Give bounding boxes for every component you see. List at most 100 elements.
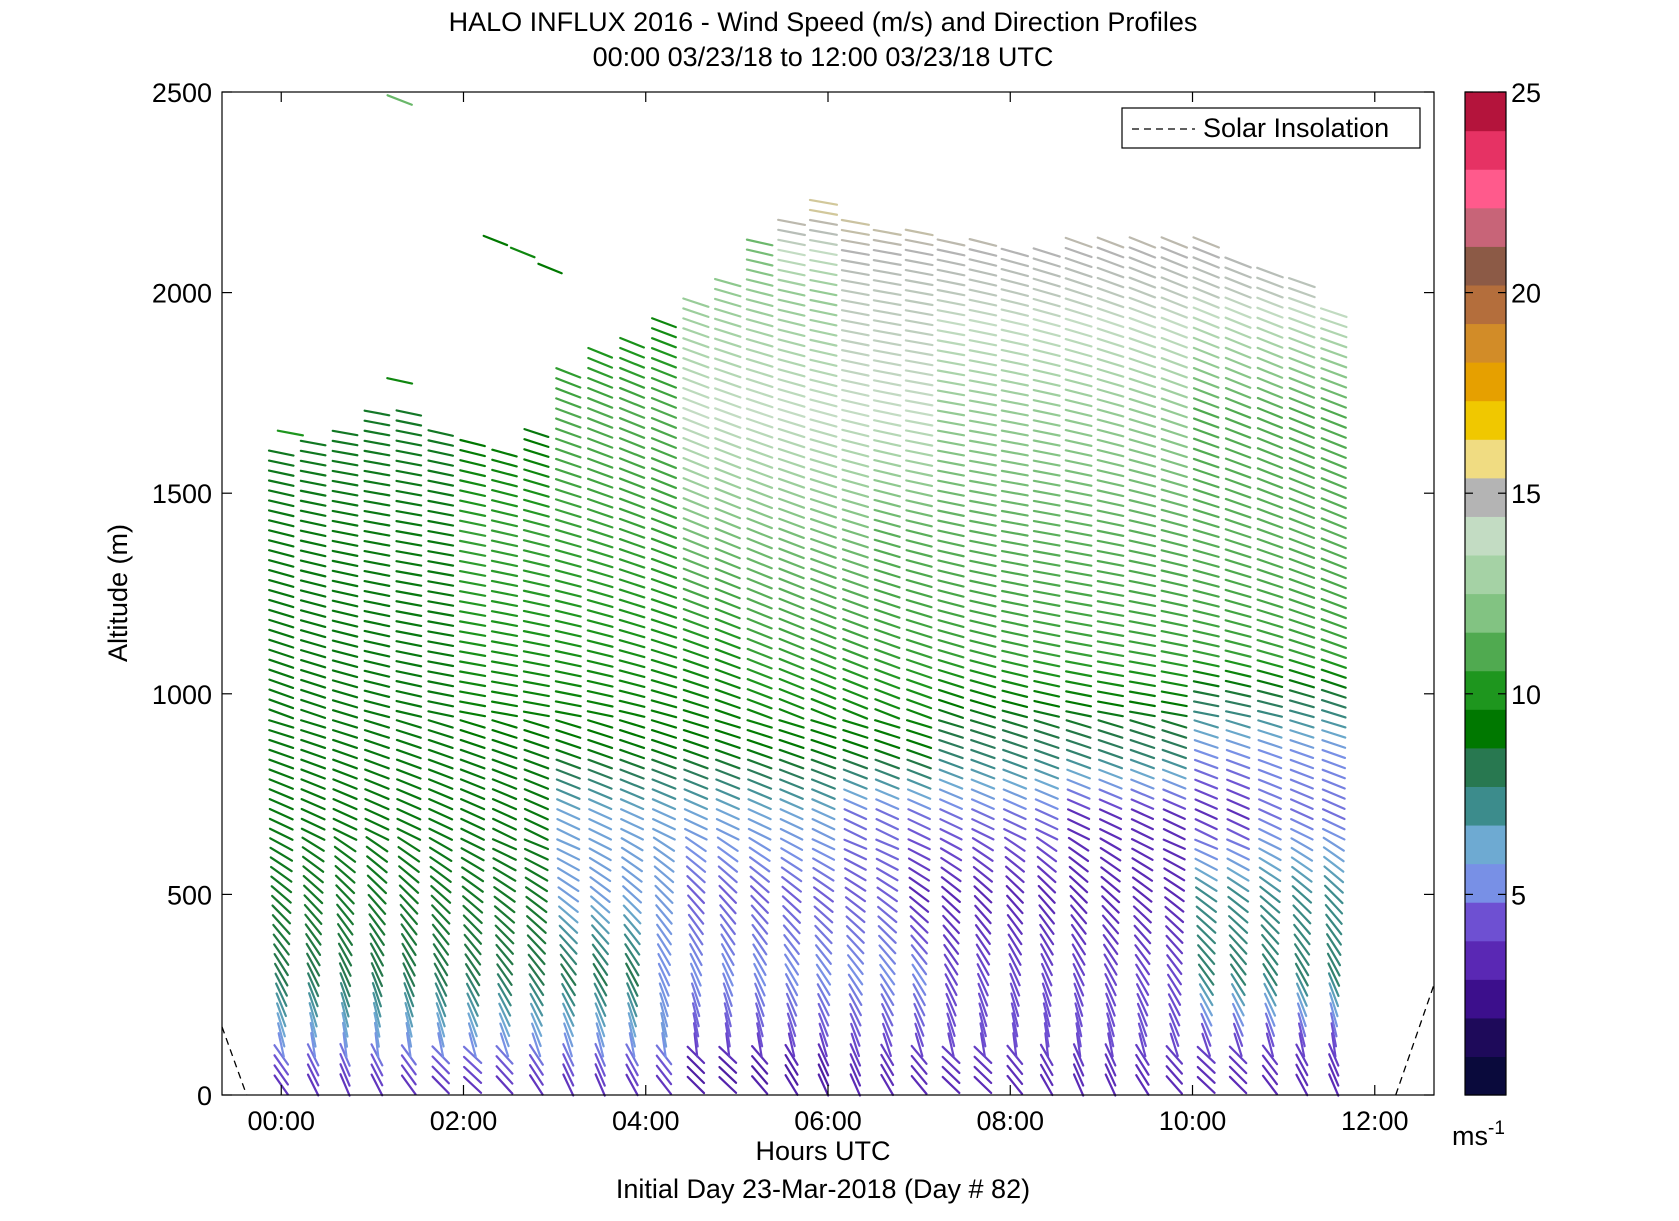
wind-barb xyxy=(936,309,966,317)
wind-barb xyxy=(1256,497,1284,509)
wind-barb xyxy=(427,529,455,537)
wind-barb xyxy=(910,944,928,965)
wind-barb xyxy=(588,817,613,831)
wind-barb xyxy=(1130,788,1155,800)
wind-barb xyxy=(968,268,998,277)
wind-barb xyxy=(1256,437,1284,449)
wind-barb xyxy=(427,738,454,750)
wind-barb xyxy=(1297,1022,1306,1048)
wind-barb xyxy=(363,679,391,688)
wind-barb xyxy=(1034,768,1060,780)
wind-barb xyxy=(1288,628,1316,639)
wind-barb xyxy=(522,529,550,538)
wind-barb xyxy=(745,417,774,429)
wind-barb xyxy=(844,867,867,882)
colorbar-segment xyxy=(1465,1056,1506,1096)
wind-barb xyxy=(522,559,550,568)
wind-barb xyxy=(936,359,966,367)
wind-barb xyxy=(778,577,805,590)
wind-barb xyxy=(1294,952,1310,977)
wind-barb xyxy=(936,339,966,347)
wind-barb xyxy=(779,808,804,821)
wind-barb xyxy=(1192,589,1220,598)
wind-barb xyxy=(396,798,422,811)
wind-barb xyxy=(1008,943,1022,966)
wind-barb xyxy=(946,1022,956,1048)
wind-barb xyxy=(1321,827,1346,841)
wind-barb xyxy=(905,558,933,568)
wind-barb xyxy=(554,457,582,469)
wind-barb xyxy=(1097,758,1124,770)
wind-barb xyxy=(1192,296,1220,309)
wind-barb xyxy=(786,1012,797,1038)
wind-barb xyxy=(809,458,838,469)
wind-barb xyxy=(395,439,423,447)
wind-barb xyxy=(1258,847,1282,862)
wind-barb xyxy=(843,798,868,810)
wind-barb xyxy=(523,729,550,739)
wind-barb xyxy=(972,846,994,862)
wind-barb xyxy=(1130,838,1154,851)
wind-barb xyxy=(1000,469,1029,477)
wind-barb xyxy=(1102,924,1119,945)
wind-barb xyxy=(1096,539,1125,547)
wind-barb xyxy=(818,1012,829,1037)
wind-barb xyxy=(1032,600,1061,607)
wind-barb xyxy=(1138,1032,1147,1058)
wind-barb xyxy=(718,875,738,894)
wind-barb xyxy=(809,258,838,267)
wind-barb xyxy=(619,758,645,770)
wind-barb xyxy=(682,517,710,530)
wind-barb xyxy=(972,856,994,873)
wind-barb xyxy=(523,768,550,780)
wind-barb xyxy=(714,517,742,530)
wind-barb xyxy=(490,710,519,718)
wind-barb xyxy=(749,875,770,894)
wind-barb xyxy=(882,1032,892,1058)
wind-barb xyxy=(906,758,932,770)
wind-barb xyxy=(1192,366,1220,379)
wind-barb xyxy=(499,1032,510,1058)
wind-barb xyxy=(555,367,582,379)
wind-barb xyxy=(654,884,674,904)
wind-barb xyxy=(340,1001,350,1028)
wind-barb xyxy=(718,894,737,915)
wind-barb xyxy=(492,876,517,893)
wind-barb xyxy=(1002,778,1028,790)
wind-barb xyxy=(1160,346,1188,359)
wind-barb xyxy=(778,667,805,680)
wind-barb xyxy=(588,847,612,862)
wind-barb xyxy=(1224,538,1252,549)
wind-barb xyxy=(1160,326,1188,339)
wind-barb xyxy=(810,617,837,630)
wind-barb xyxy=(1224,437,1252,449)
wind-barb xyxy=(1072,972,1085,997)
wind-barb xyxy=(1001,679,1029,688)
wind-barb xyxy=(808,218,838,226)
wind-barb xyxy=(430,894,451,915)
wind-barb xyxy=(1290,827,1314,841)
wind-barb xyxy=(1228,1075,1248,1095)
wind-barb xyxy=(306,962,320,987)
wind-barb xyxy=(1195,905,1217,924)
wind-barb xyxy=(1288,588,1316,599)
wind-barb xyxy=(490,700,519,708)
wind-barb xyxy=(458,529,487,537)
wind-barb xyxy=(1133,934,1151,955)
wind-barb xyxy=(714,487,742,500)
wind-barb xyxy=(1103,943,1118,966)
wind-barb xyxy=(778,677,805,690)
wind-barb xyxy=(1032,388,1061,397)
wind-barb xyxy=(332,758,358,770)
wind-barb xyxy=(1165,1075,1183,1095)
wind-barb xyxy=(714,668,741,680)
wind-barb xyxy=(395,449,423,457)
wind-barb xyxy=(1288,306,1316,319)
wind-barb xyxy=(1128,438,1157,448)
wind-barb xyxy=(562,1043,575,1067)
wind-barb xyxy=(910,1054,928,1075)
wind-barb xyxy=(1069,894,1088,915)
colorbar-segment xyxy=(1465,632,1506,672)
wind-barb xyxy=(1128,519,1157,528)
wind-barb xyxy=(276,1002,287,1028)
